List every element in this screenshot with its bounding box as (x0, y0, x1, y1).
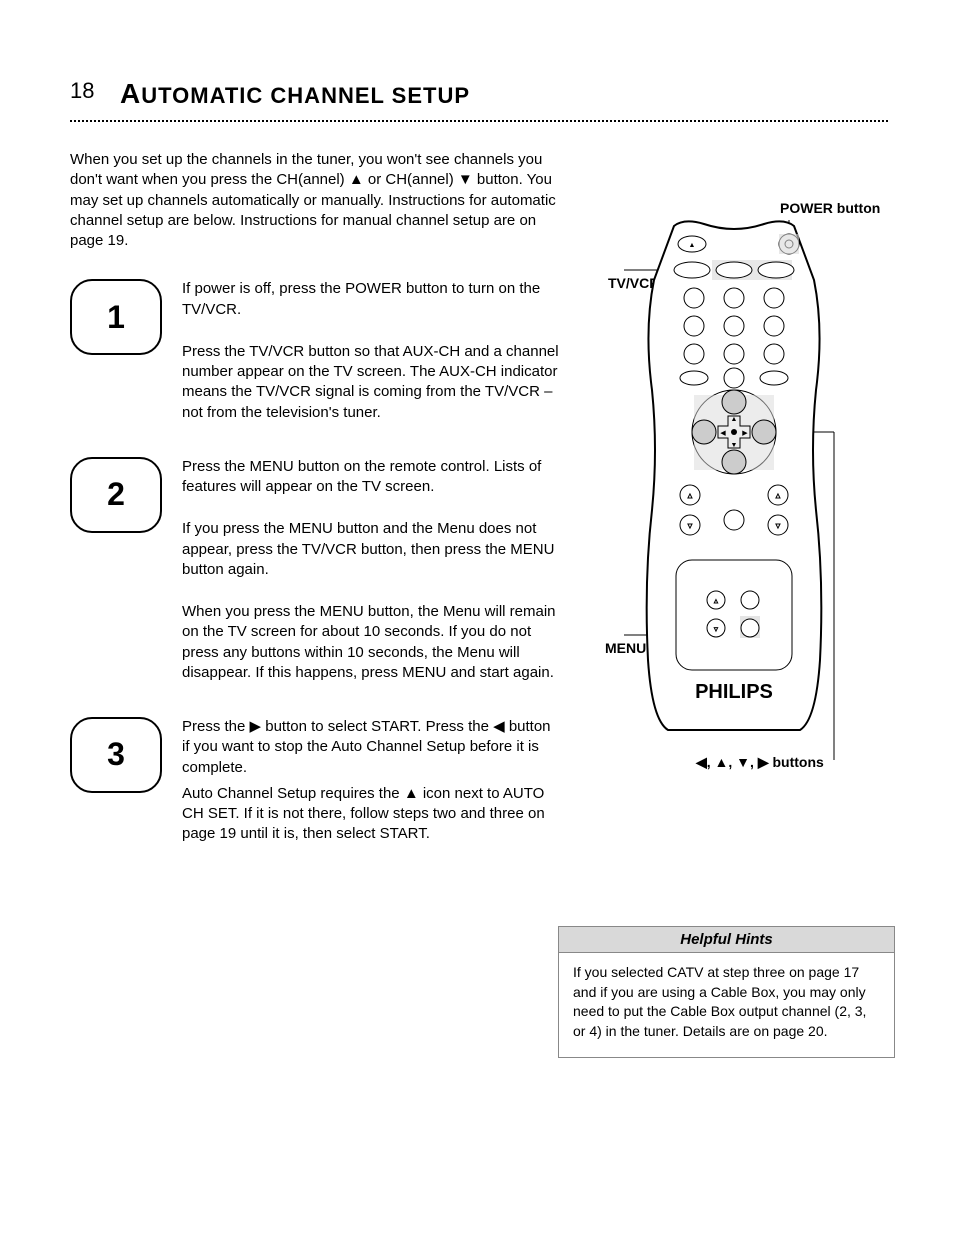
step1-p1: If power is off, press the POWER button … (182, 279, 560, 320)
step-badge-2: 2 (70, 457, 162, 533)
tip-body: If you selected CATV at step three on pa… (559, 953, 894, 1057)
svg-text:▲: ▲ (731, 416, 738, 423)
step-2: 2 Press the MENU button on the remote co… (70, 457, 560, 683)
tip-box: Helpful Hints If you selected CATV at st… (558, 926, 895, 1058)
remote-icon: ▲ (624, 220, 844, 760)
step-body-2: Press the MENU button on the remote cont… (182, 457, 560, 683)
step-badge-3: 3 (70, 717, 162, 793)
tip-heading: Helpful Hints (559, 927, 894, 953)
svg-text:◀: ◀ (720, 430, 726, 437)
step-body-1: If power is off, press the POWER button … (182, 279, 560, 423)
left-column: When you set up the channels in the tune… (70, 150, 560, 885)
step-badge-1: 1 (70, 279, 162, 355)
step1-p2: Press the TV/VCR button so that AUX-CH a… (182, 342, 560, 423)
dotted-rule (70, 120, 888, 122)
svg-text:▼: ▼ (687, 523, 694, 530)
step2-p1: Press the MENU button on the remote cont… (182, 457, 560, 498)
step2-p3: When you press the MENU button, the Menu… (182, 602, 560, 683)
heading-dropcap: A (120, 78, 141, 109)
page-heading: AUTOMATIC CHANNEL SETUP (120, 78, 470, 110)
svg-text:▶: ▶ (742, 430, 748, 437)
step3-p2: Auto Channel Setup requires the ▲ icon n… (182, 784, 560, 845)
svg-text:▲: ▲ (687, 493, 694, 500)
brand-text: PHILIPS (695, 681, 773, 703)
step-3: 3 Press the ▶ button to select START. Pr… (70, 717, 560, 851)
step-1: 1 If power is off, press the POWER butto… (70, 279, 560, 423)
svg-text:▲: ▲ (713, 599, 719, 605)
page: 18 AUTOMATIC CHANNEL SETUP When you set … (0, 0, 954, 1235)
svg-text:▼: ▼ (775, 523, 782, 530)
intro-text: When you set up the channels in the tune… (70, 150, 560, 251)
step2-p2: If you press the MENU button and the Men… (182, 519, 560, 580)
step3-p1: Press the ▶ button to select START. Pres… (182, 717, 560, 778)
svg-text:▼: ▼ (731, 442, 738, 449)
remote-diagram: POWER button TV/VCR button MENU button ◀… (590, 160, 890, 800)
svg-text:▼: ▼ (713, 627, 719, 633)
callout-power: POWER button (780, 200, 880, 216)
svg-text:▲: ▲ (775, 493, 782, 500)
heading-rest: UTOMATIC CHANNEL SETUP (141, 83, 470, 108)
svg-text:▲: ▲ (689, 242, 696, 249)
page-number: 18 (70, 78, 94, 104)
step-body-3: Press the ▶ button to select START. Pres… (182, 717, 560, 851)
